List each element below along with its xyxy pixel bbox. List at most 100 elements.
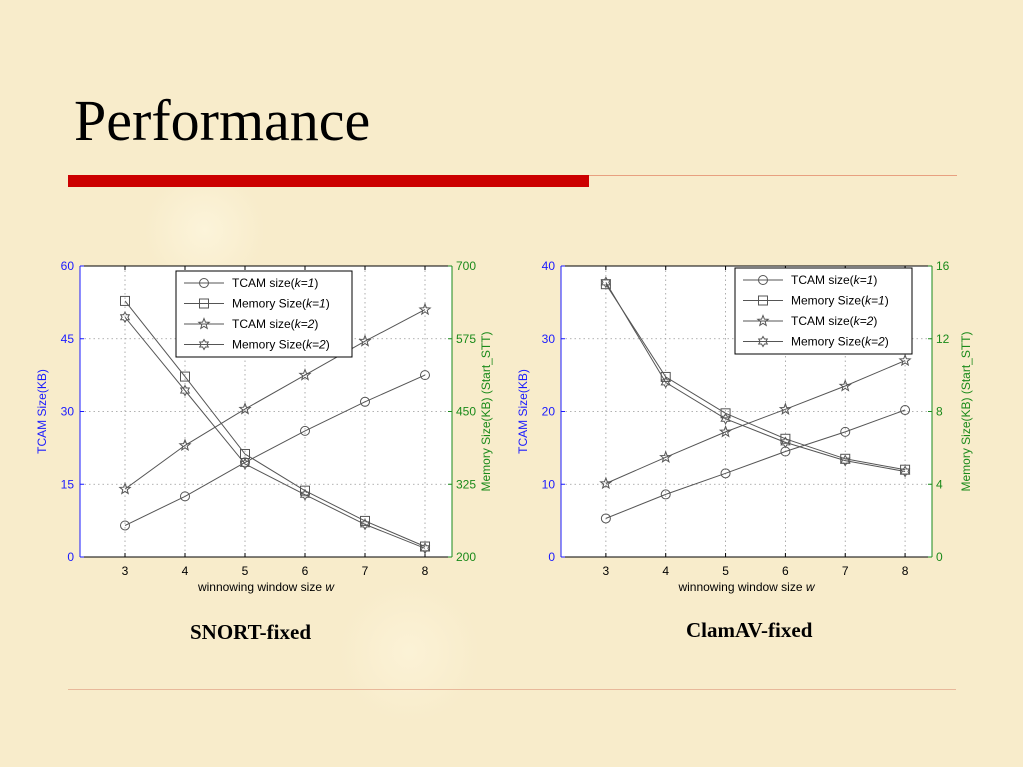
snort-series-0-point: [120, 520, 130, 531]
clamav-series-3-point: [899, 465, 911, 478]
snort-legend-swatch-marker: [197, 317, 211, 330]
snort-y-right-label: Memory Size(KB) (Start_STT): [479, 331, 493, 491]
clamav-series-2-point: [838, 379, 852, 392]
snort-x-tick-label: 7: [362, 564, 369, 578]
snort-series-3-point: [239, 457, 251, 470]
title-underline-thin: [589, 175, 957, 176]
clamav-x-tick-label: 8: [902, 564, 909, 578]
clamav-x-tick-label: 4: [662, 564, 669, 578]
clamav-yl-tick-label: 20: [542, 405, 556, 419]
clamav-x-tick-label: 3: [603, 564, 610, 578]
snort-series-2-point: [358, 334, 372, 347]
clamav-series-3-point: [840, 454, 851, 467]
clamav-yl-tick-label: 40: [542, 259, 556, 273]
snort-series-0-point: [360, 396, 370, 407]
snort-legend-label: Memory Size(k=2): [232, 338, 330, 352]
clamav-legend-swatch-marker: [756, 314, 770, 327]
snort-x-tick-label: 5: [242, 564, 249, 578]
snort-x-tick-label: 3: [122, 564, 129, 578]
clamav-x-tick-label: 5: [722, 564, 729, 578]
snort-series-2-line: [124, 309, 426, 490]
snort-legend: [175, 270, 353, 358]
snort-series-1-point: [120, 295, 130, 306]
snort-legend-swatch-marker: [199, 278, 209, 288]
clamav-series-2-point: [718, 424, 733, 438]
snort-yr-tick-label: 700: [456, 259, 476, 273]
caption-snort: SNORT-fixed: [190, 620, 312, 644]
clamav-yr-tick-label: 0: [936, 550, 943, 564]
clamav-yl-tick-label: 10: [542, 477, 556, 491]
snort-series-0-line: [124, 374, 426, 526]
clamav-series-0-point: [840, 426, 851, 437]
clamav-legend-swatch-marker: [758, 275, 768, 285]
clamav-series-2-point: [778, 402, 792, 415]
clamav-series-2-point: [898, 353, 912, 367]
clamav-legend-label: TCAM size(k=1): [791, 273, 877, 287]
clamav-series-3-point: [720, 412, 731, 425]
snort-series-2-point: [418, 302, 432, 316]
clamav-series-0-point: [660, 489, 671, 500]
slide-title: Performance: [74, 88, 371, 153]
snort-series-3-point: [359, 518, 371, 531]
clamav-series-3-point: [660, 376, 671, 389]
snort-series-0-point: [240, 457, 250, 468]
snort-series-1-point: [180, 371, 190, 382]
snort-yr-tick-label: 200: [456, 550, 476, 564]
snort-legend-label: Memory Size(k=1): [232, 297, 330, 311]
clamav-series-0-point: [600, 513, 611, 524]
clamav-legend-label: TCAM size(k=2): [791, 314, 877, 328]
clamav-series-2-point: [599, 476, 613, 490]
clamav-series-2-point: [659, 450, 673, 463]
clamav-y-right-label: Memory Size(KB) (Start_STT): [959, 331, 973, 491]
snort-legend-swatch-marker: [198, 338, 210, 351]
clamav-yr-tick-label: 8: [936, 405, 943, 419]
clamav-series-1-point: [780, 433, 791, 444]
clamav-legend-label: Memory Size(k=2): [791, 335, 889, 349]
footer-rule: [68, 689, 956, 690]
clamav-yl-tick-label: 30: [542, 332, 556, 346]
snort-yl-tick-label: 45: [61, 332, 75, 346]
clamav-yl-tick-label: 0: [548, 550, 555, 564]
clamav-legend: [734, 267, 913, 355]
snort-series-3-point: [179, 384, 191, 397]
snort-series-1-point: [360, 515, 370, 526]
clamav-legend-swatch-marker: [757, 335, 769, 348]
snort-series-0-point: [300, 425, 310, 436]
clamav-series-0-point: [720, 468, 731, 479]
snort-x-tick-label: 4: [182, 564, 189, 578]
snort-series-2-point: [178, 438, 192, 452]
clamav-series-1-line: [605, 283, 906, 471]
clamav-series-3-point: [600, 276, 612, 289]
clamav-series-2-line: [605, 360, 906, 484]
snort-yl-tick-label: 60: [61, 259, 75, 273]
snort-yl-tick-label: 30: [61, 405, 75, 419]
snort-yr-tick-label: 325: [456, 477, 476, 491]
clamav-yr-tick-label: 12: [936, 332, 950, 346]
snort-series-0-point: [180, 491, 190, 502]
snort-yr-tick-label: 575: [456, 332, 476, 346]
clamav-series-3-line: [605, 282, 906, 472]
clamav-legend-swatch-marker: [758, 295, 768, 306]
clamav-yr-tick-label: 4: [936, 477, 943, 491]
clamav-series-1-point: [660, 371, 671, 382]
snort-series-2-point: [238, 402, 252, 415]
snort-series-3-point: [419, 542, 431, 555]
clamav-series-0-line: [605, 409, 906, 519]
snort-yr-tick-label: 450: [456, 405, 476, 419]
clamav-x-axis-label: winnowing window size w: [677, 580, 815, 594]
snort-series-1-line: [124, 300, 426, 547]
snort-x-axis-label: winnowing window size w: [197, 580, 335, 594]
snort-series-2-point: [298, 368, 312, 381]
snort-x-tick-label: 6: [302, 564, 309, 578]
snort-legend-label: TCAM size(k=1): [232, 276, 318, 290]
clamav-x-tick-label: 6: [782, 564, 789, 578]
clamav-series-1-point: [720, 408, 731, 419]
snort-legend-label: TCAM size(k=2): [232, 317, 318, 331]
snort-y-left-label: TCAM Size(KB): [35, 369, 49, 454]
clamav-yr-tick-label: 16: [936, 259, 950, 273]
snort-yl-tick-label: 15: [61, 477, 75, 491]
snort-series-3-line: [124, 316, 426, 549]
caption-clamav: ClamAV-fixed: [686, 618, 813, 642]
snort-series-0-point: [420, 370, 430, 381]
